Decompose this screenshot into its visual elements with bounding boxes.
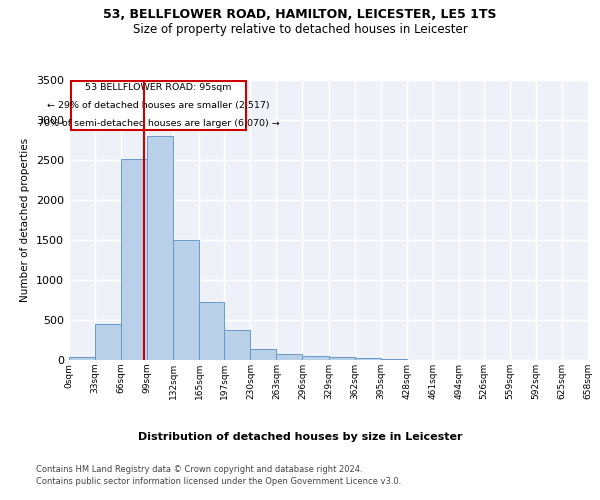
Text: 53 BELLFLOWER ROAD: 95sqm: 53 BELLFLOWER ROAD: 95sqm [85, 82, 232, 92]
Bar [121, 158, 147, 360]
Bar [199, 302, 224, 360]
Text: Contains public sector information licensed under the Open Government Licence v3: Contains public sector information licen… [36, 478, 401, 486]
Text: Distribution of detached houses by size in Leicester: Distribution of detached houses by size … [138, 432, 462, 442]
Text: 70% of semi-detached houses are larger (6,070) →: 70% of semi-detached houses are larger (… [38, 120, 280, 128]
Bar [250, 349, 277, 360]
Bar [380, 359, 407, 360]
Text: ← 29% of detached houses are smaller (2,517): ← 29% of detached houses are smaller (2,… [47, 101, 270, 110]
Bar [277, 354, 302, 360]
Bar [69, 357, 95, 360]
Text: Contains HM Land Registry data © Crown copyright and database right 2024.: Contains HM Land Registry data © Crown c… [36, 465, 362, 474]
Bar [71, 81, 247, 130]
Bar [95, 324, 121, 360]
Bar [355, 358, 380, 360]
Bar [173, 240, 199, 360]
Text: 53, BELLFLOWER ROAD, HAMILTON, LEICESTER, LE5 1TS: 53, BELLFLOWER ROAD, HAMILTON, LEICESTER… [103, 8, 497, 20]
Y-axis label: Number of detached properties: Number of detached properties [20, 138, 31, 302]
Text: Size of property relative to detached houses in Leicester: Size of property relative to detached ho… [133, 22, 467, 36]
Bar [147, 136, 173, 360]
Bar [329, 357, 355, 360]
Bar [302, 356, 329, 360]
Bar [224, 330, 250, 360]
